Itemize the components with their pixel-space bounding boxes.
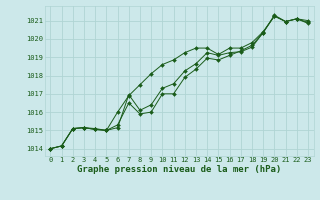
X-axis label: Graphe pression niveau de la mer (hPa): Graphe pression niveau de la mer (hPa) <box>77 165 281 174</box>
